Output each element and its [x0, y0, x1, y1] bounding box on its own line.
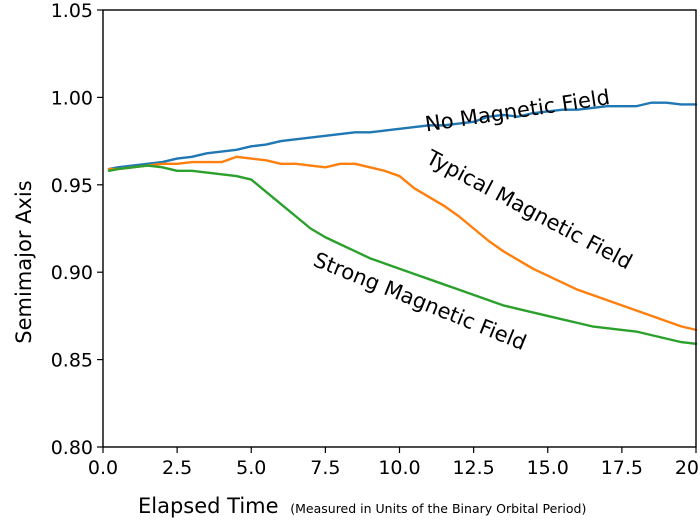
y-tick-label: 0.95	[51, 175, 93, 197]
plot-frame	[102, 9, 697, 448]
x-axis-label-note: (Measured in Units of the Binary Orbital…	[290, 501, 586, 516]
y-axis-label: Semimajor Axis	[12, 180, 36, 343]
y-tick-label: 0.80	[51, 437, 93, 459]
x-tick-label: 5.0	[236, 457, 266, 479]
y-axis-ticks: 0.80 0.85 0.90 0.95 1.00 1.05	[51, 0, 103, 459]
y-tick-label: 1.00	[51, 87, 93, 109]
x-tick-label: 2.5	[162, 457, 192, 479]
series-annotation-2: Typical Magnetic Field	[421, 145, 636, 274]
x-tick-label: 12.5	[452, 457, 494, 479]
plot-lines	[107, 101, 698, 346]
series-annotation-1: No Magnetic Field	[423, 85, 611, 136]
y-tick-label: 1.05	[51, 0, 93, 22]
x-axis-ticks: 0.0 2.5 5.0 7.5 10.0 12.5 15.0 17.5 20	[88, 447, 699, 479]
x-tick-label: 20	[675, 457, 699, 479]
axes-frame	[102, 9, 697, 448]
x-tick-label: 7.5	[310, 457, 340, 479]
y-tick-label: 0.90	[51, 262, 93, 284]
x-axis-label: Elapsed Time	[138, 494, 279, 518]
series-line-3	[107, 164, 698, 346]
series-annotation-3: Strong Magnetic Field	[310, 248, 530, 355]
series-line-1	[107, 101, 698, 171]
annotations: No Magnetic Field Typical Magnetic FieldS…	[310, 85, 636, 355]
x-axis-title: Elapsed Time (Measured in Units of the B…	[138, 494, 586, 518]
x-tick-label: 15.0	[527, 457, 569, 479]
x-tick-label: 17.5	[601, 457, 643, 479]
y-tick-label: 0.85	[51, 350, 93, 372]
x-tick-label: 0.0	[88, 457, 118, 479]
x-tick-label: 10.0	[378, 457, 420, 479]
series-line-2	[107, 155, 698, 332]
